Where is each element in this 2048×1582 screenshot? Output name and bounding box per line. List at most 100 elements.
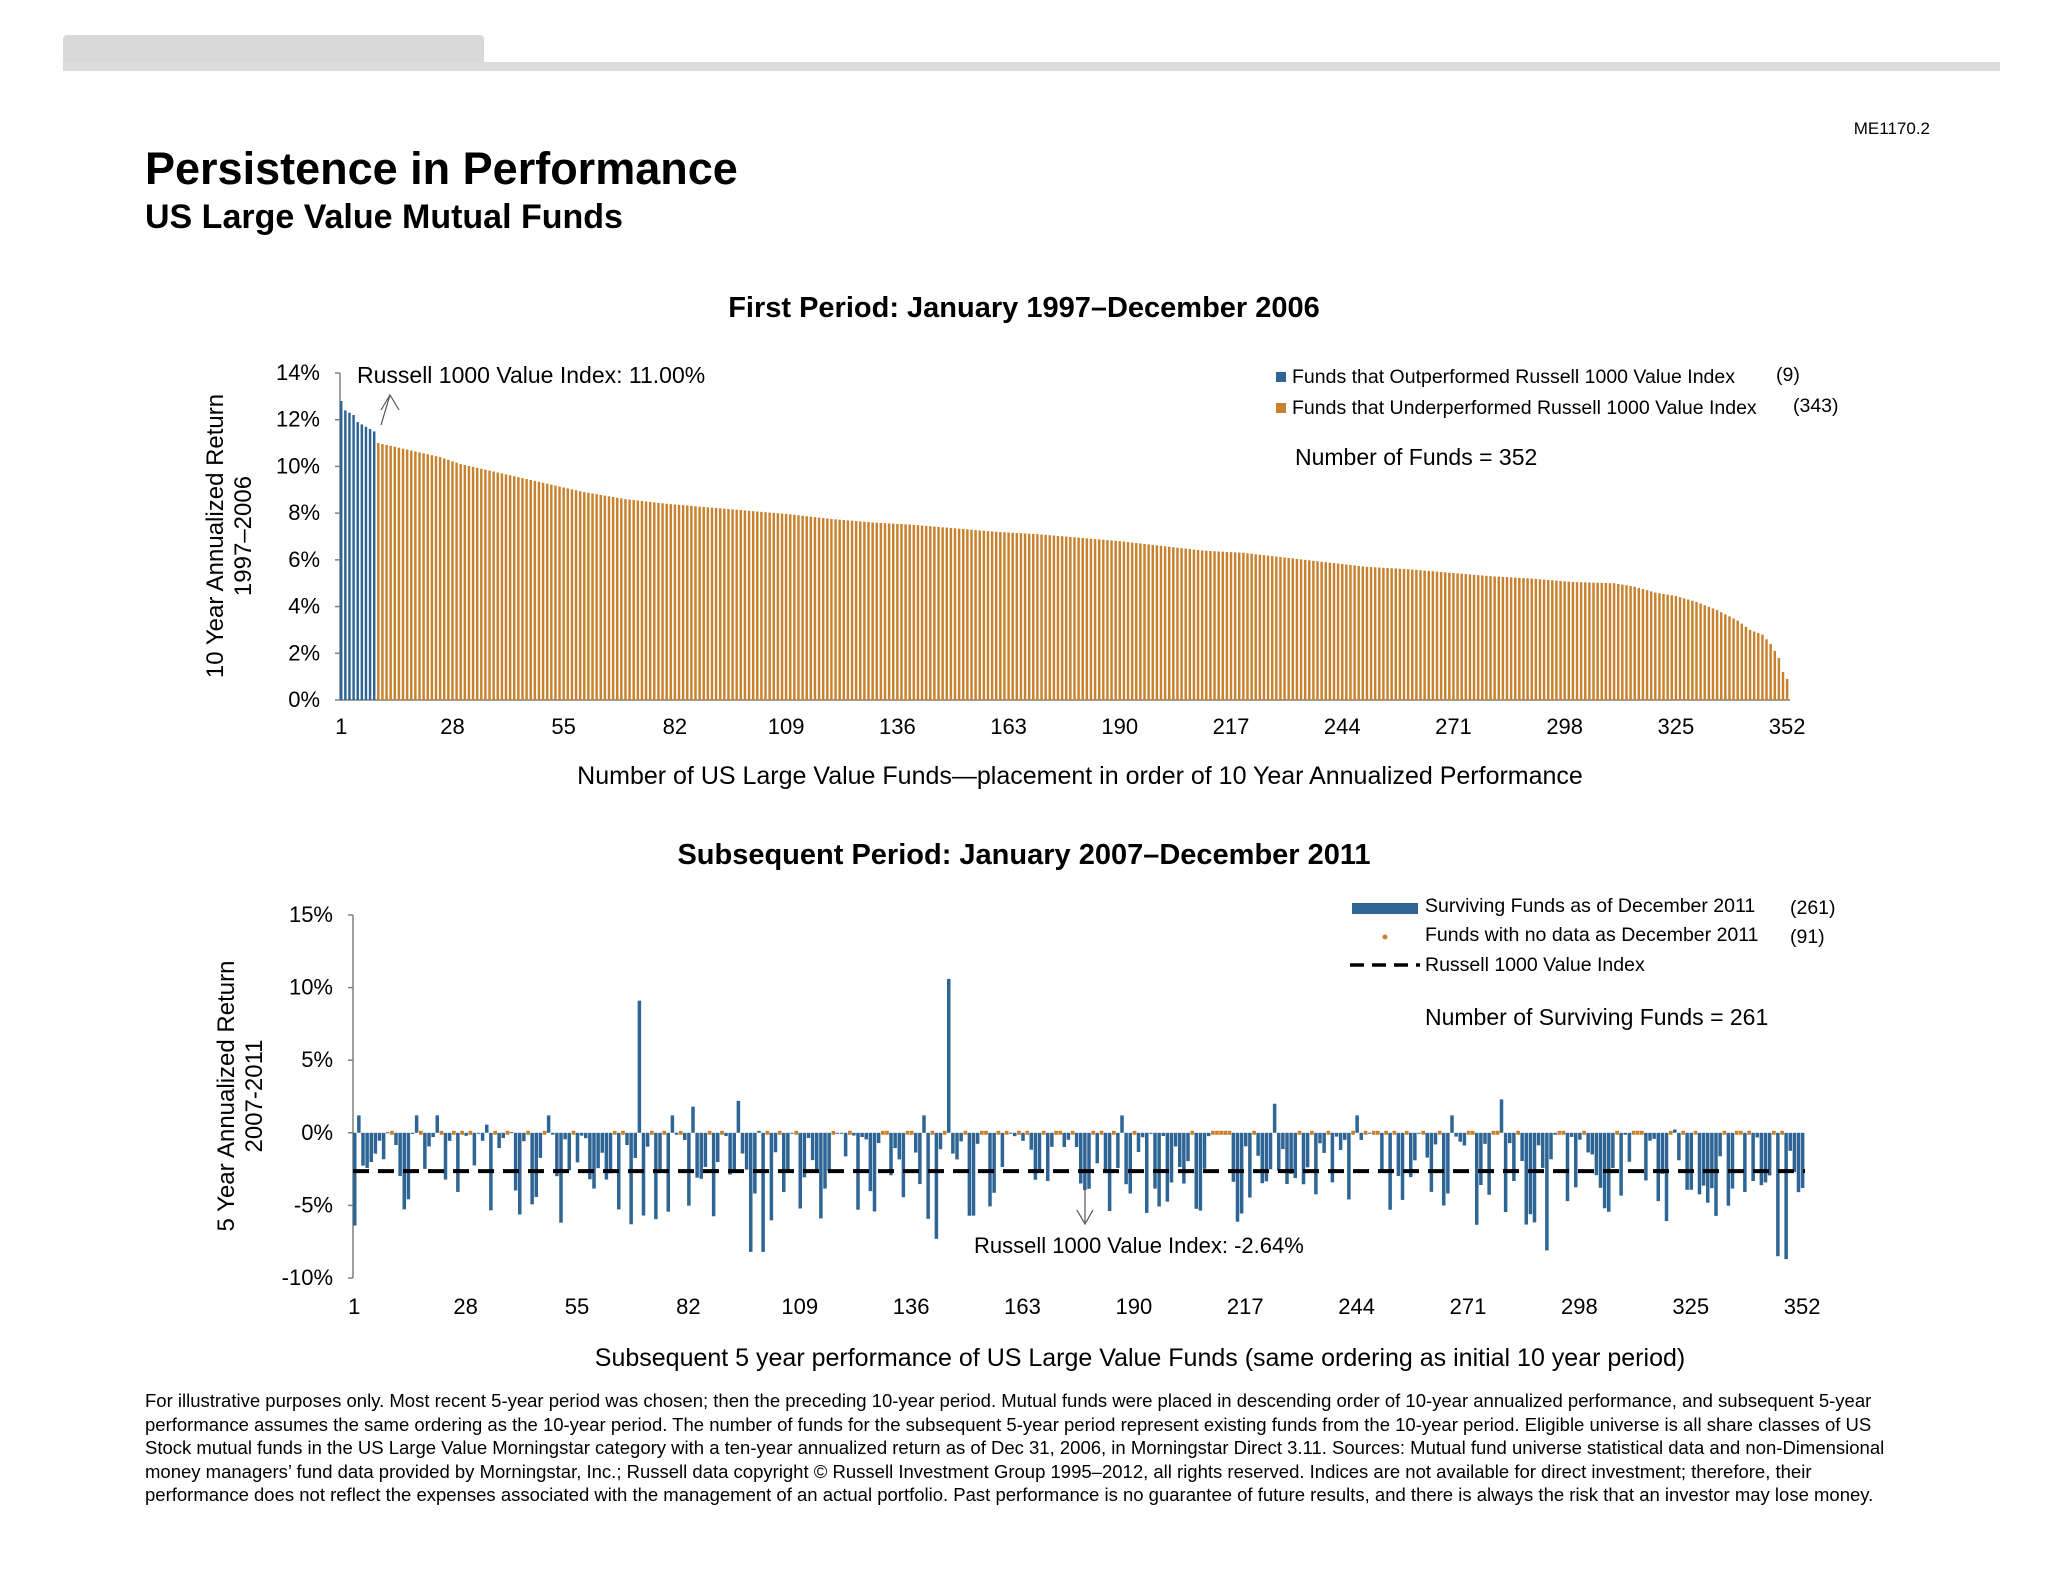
- chart2-x-tick-label: 325: [1672, 1294, 1709, 1319]
- chart2-bar: [835, 1132, 840, 1134]
- chart1-bar-underperformed: [1287, 557, 1290, 700]
- chart2-bar: [427, 1132, 431, 1147]
- chart2-bar: [485, 1124, 489, 1133]
- chart1-bar-underperformed: [681, 505, 685, 700]
- chart1-y-label-line: 10 Year Annualized Return: [202, 394, 229, 678]
- chart2-bar: [423, 1132, 427, 1169]
- chart1-bar-underperformed: [1102, 539, 1105, 700]
- chart1-bar-underperformed: [1209, 550, 1212, 700]
- chart2-bar: [1145, 1132, 1149, 1213]
- chart2-no-data-marker: [1054, 1130, 1058, 1135]
- chart1-bar-underperformed: [673, 504, 677, 700]
- chart1-bar-underperformed: [467, 465, 471, 700]
- chart1-bar-underperformed: [1328, 562, 1332, 700]
- chart1-bar-underperformed: [1345, 564, 1348, 700]
- chart2-bar: [1718, 1132, 1722, 1157]
- chart1-bar-underperformed: [1526, 578, 1529, 700]
- chart1-bar-underperformed: [1641, 589, 1645, 700]
- chart2-bar: [654, 1132, 658, 1220]
- chart1-bar-underperformed: [1415, 569, 1418, 700]
- chart1-bar-outperformed: [340, 401, 343, 700]
- chart1-bar-underperformed: [1460, 573, 1463, 700]
- chart1-bar-underperformed: [1353, 565, 1356, 700]
- chart2-bar: [901, 1132, 906, 1198]
- chart1-bar-underperformed: [1625, 585, 1628, 700]
- chart2-bar: [897, 1132, 902, 1160]
- chart1-bar-underperformed: [867, 522, 870, 700]
- chart1-bar-underperformed: [554, 485, 557, 700]
- chart1-bar-underperformed: [558, 486, 561, 700]
- chart1-bar-underperformed: [603, 495, 607, 700]
- chart2-bar: [592, 1132, 596, 1189]
- chart1-bar-underperformed: [389, 445, 392, 700]
- chart1-bar-underperformed: [1608, 583, 1612, 700]
- chart1-bar-underperformed: [797, 515, 800, 700]
- chart1-bar-outperformed: [360, 424, 364, 700]
- chart2-bar: [815, 1132, 819, 1172]
- chart1-bar-outperformed: [368, 429, 372, 700]
- chart1-bar-underperformed: [636, 500, 640, 700]
- chart1-bar-underperformed: [1761, 634, 1764, 700]
- chart1-bar-underperformed: [1575, 582, 1579, 700]
- chart1-bar-underperformed: [1357, 565, 1360, 700]
- chart2-bar: [584, 1132, 588, 1139]
- chart1-bar-underperformed: [986, 531, 990, 700]
- chart2-bar: [695, 1132, 699, 1178]
- chart2-bar: [732, 1132, 737, 1171]
- chart1-bar-underperformed: [1081, 538, 1084, 700]
- chart1-bar-underperformed: [842, 520, 846, 700]
- chart1-bar-underperformed: [657, 502, 660, 700]
- chart2-no-data-marker: [1376, 1130, 1380, 1135]
- chart2-bar: [1578, 1132, 1582, 1140]
- chart1-bar-underperformed: [1728, 616, 1731, 700]
- chart2-bar: [1285, 1132, 1289, 1185]
- chart1-bar-underperformed: [772, 512, 775, 700]
- chart1-bar-underperformed: [805, 516, 808, 700]
- chart2-bar: [1532, 1132, 1537, 1223]
- chart1-bar-underperformed: [896, 523, 899, 700]
- chart1-bar-underperformed: [1406, 569, 1410, 700]
- chart1-bar-underperformed: [1621, 584, 1624, 700]
- chart1-bar-underperformed: [1040, 534, 1043, 700]
- chart2-bar: [1458, 1132, 1463, 1142]
- chart1-bar-underperformed: [632, 500, 635, 700]
- chart2-bar: [674, 1132, 679, 1135]
- chart1-legend-count: (9): [1776, 364, 1800, 386]
- chart1-bar-underperformed: [912, 524, 916, 700]
- chart2-bar: [1029, 1132, 1034, 1150]
- chart1-bar-underperformed: [1687, 599, 1690, 700]
- chart2-no-data-marker: [1219, 1130, 1223, 1135]
- chart2-bar: [860, 1132, 864, 1138]
- chart1-bar-underperformed: [648, 501, 652, 700]
- chart2-no-data-marker: [1112, 1130, 1116, 1135]
- chart2-bar: [868, 1132, 873, 1192]
- chart2-bar: [1355, 1115, 1359, 1133]
- chart1-bar-underperformed: [1180, 548, 1183, 700]
- chart2-no-data-marker: [1734, 1130, 1739, 1135]
- chart1-bar-underperformed: [595, 494, 598, 700]
- chart2-no-data-marker: [1017, 1130, 1021, 1135]
- chart2-bar: [1574, 1132, 1578, 1188]
- chart1-bar-underperformed: [850, 520, 854, 700]
- chart1-bar-underperformed: [1431, 571, 1435, 700]
- chart2-bar: [1594, 1132, 1599, 1176]
- chart1-bar-underperformed: [562, 487, 565, 700]
- chart1-y-tick-label: 4%: [288, 594, 320, 619]
- chart2-bar: [951, 1132, 955, 1154]
- chart1-bar-underperformed: [1493, 576, 1496, 700]
- chart2-no-data-marker: [1780, 1130, 1784, 1135]
- chart2-bar: [501, 1132, 506, 1139]
- chart2-bar: [1169, 1132, 1174, 1183]
- chart2-no-data-marker: [1070, 1130, 1075, 1135]
- chart1-bar-underperformed: [1518, 577, 1521, 700]
- chart1-y-tick-label: 6%: [288, 547, 320, 572]
- chart2-bar: [1462, 1132, 1467, 1146]
- chart2-no-data-marker: [460, 1130, 464, 1135]
- chart1-bar-underperformed: [1114, 540, 1117, 700]
- chart1-bar-underperformed: [1699, 603, 1702, 700]
- chart1-bar-underperformed: [789, 514, 792, 700]
- chart1-bar-underperformed: [1777, 657, 1781, 700]
- chart1-bar-underperformed: [574, 490, 578, 700]
- chart2-bar: [1541, 1132, 1545, 1168]
- chart2-no-data-marker: [452, 1130, 456, 1135]
